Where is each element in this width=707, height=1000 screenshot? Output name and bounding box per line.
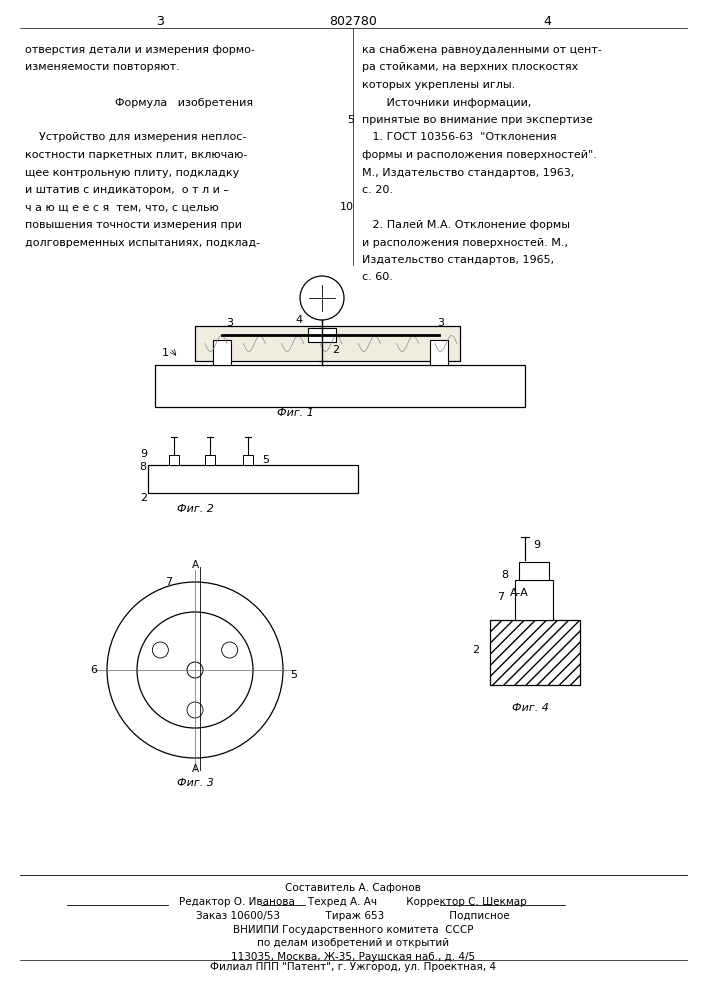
Text: 6: 6 <box>90 665 97 675</box>
Circle shape <box>187 662 203 678</box>
Bar <box>213 340 231 365</box>
Circle shape <box>187 702 203 718</box>
Text: изменяемости повторяют.: изменяемости повторяют. <box>25 62 180 73</box>
Bar <box>148 465 358 493</box>
Text: ч а ю щ е е с я  тем, что, с целью: ч а ю щ е е с я тем, что, с целью <box>25 202 218 213</box>
Bar <box>308 328 336 342</box>
Circle shape <box>153 642 168 658</box>
Text: 7: 7 <box>165 577 172 587</box>
Text: костности паркетных плит, включаю-: костности паркетных плит, включаю- <box>25 150 247 160</box>
Text: Фиг. 4: Фиг. 4 <box>512 703 549 713</box>
Bar <box>430 340 448 365</box>
Text: М., Издательство стандартов, 1963,: М., Издательство стандартов, 1963, <box>362 167 574 178</box>
Text: Фиг. 3: Фиг. 3 <box>177 778 214 788</box>
Text: Филиал ППП "Патент", г. Ужгород, ул. Проектная, 4: Филиал ППП "Патент", г. Ужгород, ул. Про… <box>210 962 496 972</box>
Text: Заказ 10600/53              Тираж 653                    Подписное: Заказ 10600/53 Тираж 653 Подписное <box>196 911 510 921</box>
Text: Фиг. 1: Фиг. 1 <box>276 408 313 418</box>
Text: с. 60.: с. 60. <box>362 272 393 282</box>
Text: 2: 2 <box>332 345 339 355</box>
Text: и штатив с индикатором,  о т л и –: и штатив с индикатором, о т л и – <box>25 185 229 195</box>
Circle shape <box>300 276 344 320</box>
Bar <box>243 455 253 465</box>
Text: 8: 8 <box>139 462 146 472</box>
Text: долговременных испытаниях, подклад-: долговременных испытаниях, подклад- <box>25 237 260 247</box>
Text: формы и расположения поверхностей".: формы и расположения поверхностей". <box>362 150 597 160</box>
Text: 3: 3 <box>437 318 444 328</box>
Text: 3: 3 <box>226 318 233 328</box>
Text: Устройство для измерения неплос-: Устройство для измерения неплос- <box>25 132 246 142</box>
Bar <box>515 580 553 620</box>
Text: Источники информации,: Источники информации, <box>362 98 532 107</box>
Text: 1: 1 <box>162 348 169 358</box>
Text: 4: 4 <box>543 15 551 28</box>
Text: ра стойками, на верхних плоскостях: ра стойками, на верхних плоскостях <box>362 62 578 73</box>
Text: щее контрольную плиту, подкладку: щее контрольную плиту, подкладку <box>25 167 239 178</box>
Text: 9: 9 <box>533 540 540 550</box>
Text: Фиг. 2: Фиг. 2 <box>177 504 214 514</box>
Ellipse shape <box>107 582 283 758</box>
Bar <box>155 365 525 407</box>
Text: A: A <box>192 764 199 774</box>
Bar <box>519 562 549 580</box>
Text: 7: 7 <box>497 592 504 602</box>
Text: Составитель А. Сафонов: Составитель А. Сафонов <box>285 883 421 893</box>
Text: 2. Палей М.А. Отклонение формы: 2. Палей М.А. Отклонение формы <box>362 220 570 230</box>
Text: повышения точности измерения при: повышения точности измерения при <box>25 220 242 230</box>
Text: 2: 2 <box>140 493 147 503</box>
Text: 10: 10 <box>340 202 354 213</box>
Text: 3: 3 <box>156 15 164 28</box>
Text: 4: 4 <box>295 315 302 325</box>
Text: и расположения поверхностей. М.,: и расположения поверхностей. М., <box>362 237 568 247</box>
Text: которых укреплены иглы.: которых укреплены иглы. <box>362 80 515 90</box>
Circle shape <box>221 642 238 658</box>
Text: ВНИИПИ Государственного комитета  СССР: ВНИИПИ Государственного комитета СССР <box>233 925 473 935</box>
Text: 1. ГОСТ 10356-63  "Отклонения: 1. ГОСТ 10356-63 "Отклонения <box>362 132 556 142</box>
Text: отверстия детали и измерения формо-: отверстия детали и измерения формо- <box>25 45 255 55</box>
Text: 5: 5 <box>290 670 297 680</box>
Text: 113035, Москва, Ж-35, Раушская наб., д. 4/5: 113035, Москва, Ж-35, Раушская наб., д. … <box>231 952 475 962</box>
Text: Формула   изобретения: Формула изобретения <box>115 98 253 107</box>
Bar <box>195 326 460 361</box>
Text: A: A <box>192 560 199 570</box>
Text: 8: 8 <box>501 570 508 580</box>
Text: ка снабжена равноудаленными от цент-: ка снабжена равноудаленными от цент- <box>362 45 602 55</box>
Bar <box>169 455 179 465</box>
Ellipse shape <box>137 612 253 728</box>
Text: Редактор О. Иванова    Техред А. Ач         Корректор С. Шекмар: Редактор О. Иванова Техред А. Ач Коррект… <box>179 897 527 907</box>
Text: 802780: 802780 <box>329 15 377 28</box>
Text: принятые во внимание при экспертизе: принятые во внимание при экспертизе <box>362 115 592 125</box>
Text: с. 20.: с. 20. <box>362 185 393 195</box>
Text: 5: 5 <box>262 455 269 465</box>
Bar <box>205 455 215 465</box>
Text: 2: 2 <box>472 645 479 655</box>
Text: A-A: A-A <box>510 588 529 598</box>
Text: 5: 5 <box>347 115 354 125</box>
Text: по делам изобретений и открытий: по делам изобретений и открытий <box>257 938 449 948</box>
Text: Издательство стандартов, 1965,: Издательство стандартов, 1965, <box>362 255 554 265</box>
Text: 9: 9 <box>140 449 147 459</box>
Bar <box>490 620 580 685</box>
